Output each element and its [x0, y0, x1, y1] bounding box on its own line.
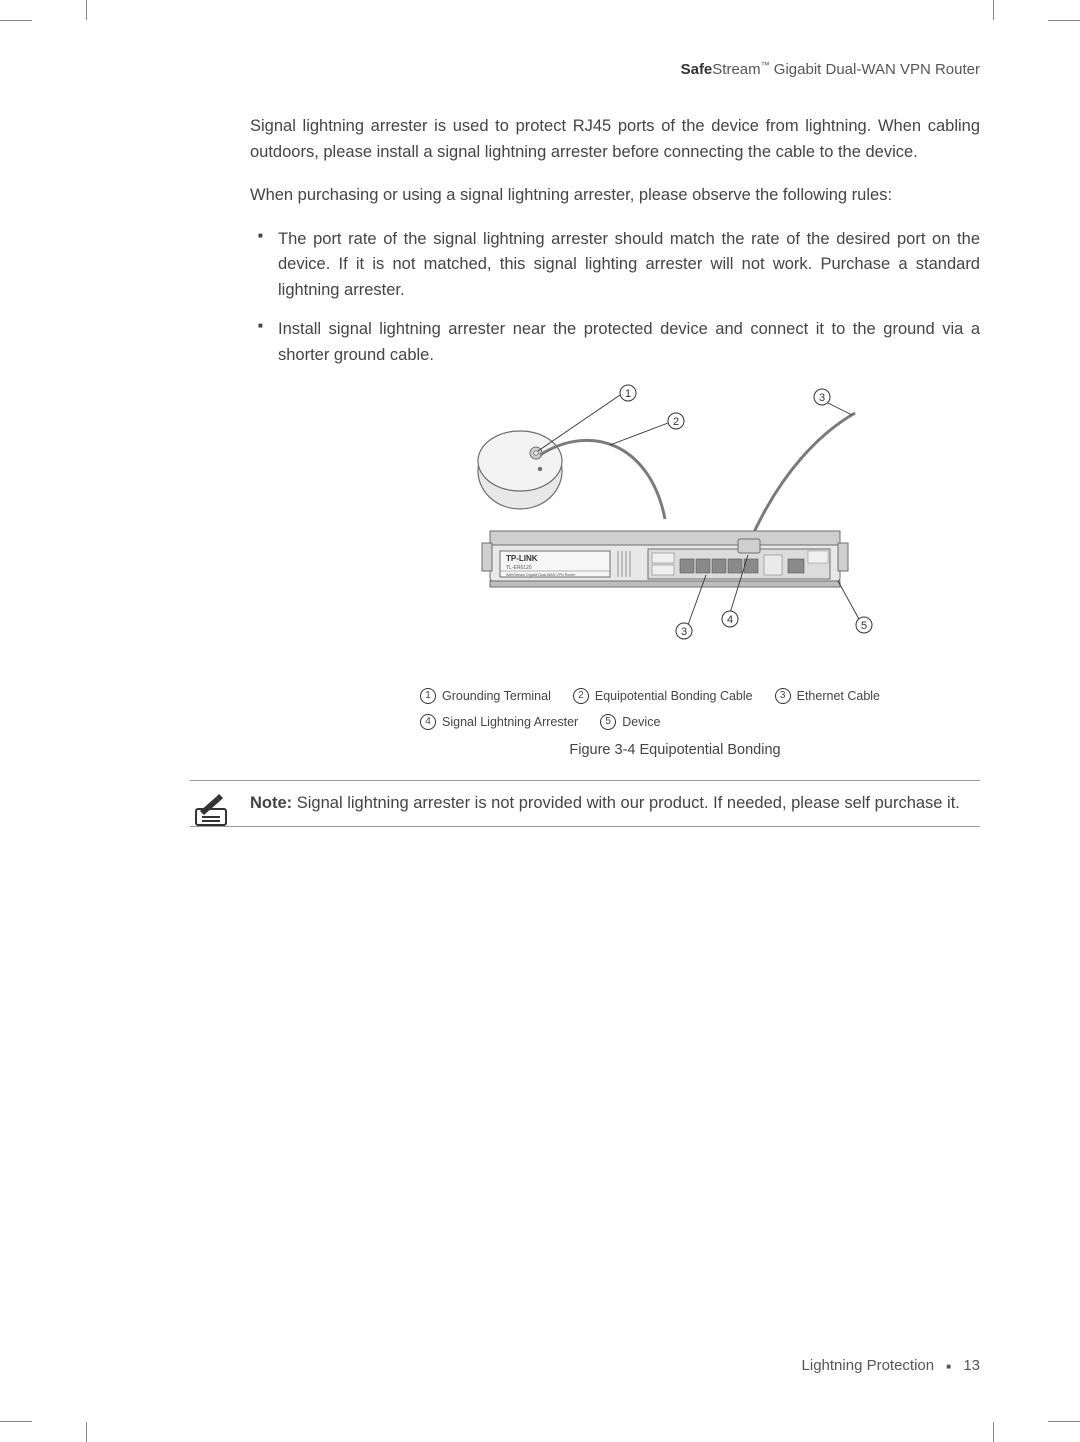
legend-label: Device [622, 715, 660, 729]
legend-item: 2 Equipotential Bonding Cable [573, 688, 753, 704]
legend-num-icon: 3 [775, 688, 791, 704]
svg-text:4: 4 [727, 614, 733, 626]
crop-mark [0, 20, 32, 21]
figure-caption: Figure 3-4 Equipotential Bonding [370, 742, 980, 758]
brand-bold: Safe [681, 61, 713, 78]
paragraph-rules: When purchasing or using a signal lightn… [250, 183, 980, 209]
legend-item: 4 Signal Lightning Arrester [420, 714, 578, 730]
bullet-item: Install signal lightning arrester near t… [250, 317, 980, 368]
legend-num-icon: 2 [573, 688, 589, 704]
legend-item: 1 Grounding Terminal [420, 688, 551, 704]
device-brand-text: TP-LINK [506, 554, 538, 563]
svg-text:SafeStream Gigabit Dual-WAN VP: SafeStream Gigabit Dual-WAN VPN Router [506, 573, 576, 577]
page-content: SafeStream™ Gigabit Dual-WAN VPN Router … [250, 60, 980, 1362]
legend-label: Equipotential Bonding Cable [595, 689, 753, 703]
svg-text:3: 3 [681, 626, 687, 638]
crop-mark [86, 0, 87, 20]
note-text: Note: Signal lightning arrester is not p… [250, 791, 980, 817]
note-icon [190, 793, 232, 829]
crop-mark [0, 1421, 32, 1422]
legend-num-icon: 1 [420, 688, 436, 704]
bullet-item: The port rate of the signal lightning ar… [250, 227, 980, 304]
svg-text:3: 3 [819, 392, 825, 404]
figure-legend: 1 Grounding Terminal 2 Equipotential Bondi… [420, 688, 900, 730]
legend-item: 3 Ethernet Cable [775, 688, 880, 704]
crop-mark [1048, 20, 1080, 21]
legend-num-icon: 4 [420, 714, 436, 730]
crop-mark [86, 1422, 87, 1442]
diagram-svg: TP-LINK TL-ER6120 SafeStream Gigabit Dua… [450, 383, 880, 673]
svg-text:2: 2 [673, 416, 679, 428]
footer-page-number: 13 [963, 1357, 980, 1374]
product-name: Gigabit Dual-WAN VPN Router [770, 61, 980, 78]
footer-separator-icon: ■ [946, 1362, 951, 1371]
legend-num-icon: 5 [600, 714, 616, 730]
paragraph-intro: Signal lightning arrester is used to pro… [250, 114, 980, 165]
crop-mark [1048, 1421, 1080, 1422]
trademark: ™ [761, 60, 770, 70]
crop-mark [993, 0, 994, 20]
legend-label: Signal Lightning Arrester [442, 715, 578, 729]
note-body: Signal lightning arrester is not provide… [292, 794, 960, 812]
svg-text:1: 1 [625, 388, 631, 400]
figure-svg: TP-LINK TL-ER6120 SafeStream Gigabit Dua… [450, 383, 880, 678]
note-block: Note: Signal lightning arrester is not p… [190, 780, 980, 828]
legend-label: Grounding Terminal [442, 689, 551, 703]
svg-text:5: 5 [861, 620, 867, 632]
page-header: SafeStream™ Gigabit Dual-WAN VPN Router [250, 60, 980, 78]
svg-text:TL-ER6120: TL-ER6120 [506, 565, 532, 571]
legend-item: 5 Device [600, 714, 660, 730]
footer-section: Lightning Protection [802, 1357, 935, 1374]
note-label: Note: [250, 794, 292, 812]
crop-mark [993, 1422, 994, 1442]
bullet-list: The port rate of the signal lightning ar… [250, 227, 980, 369]
figure-equipotential-bonding: TP-LINK TL-ER6120 SafeStream Gigabit Dua… [250, 383, 980, 758]
legend-label: Ethernet Cable [797, 689, 880, 703]
page-footer: Lightning Protection ■ 13 [802, 1357, 980, 1374]
brand-rest: Stream [712, 61, 760, 78]
